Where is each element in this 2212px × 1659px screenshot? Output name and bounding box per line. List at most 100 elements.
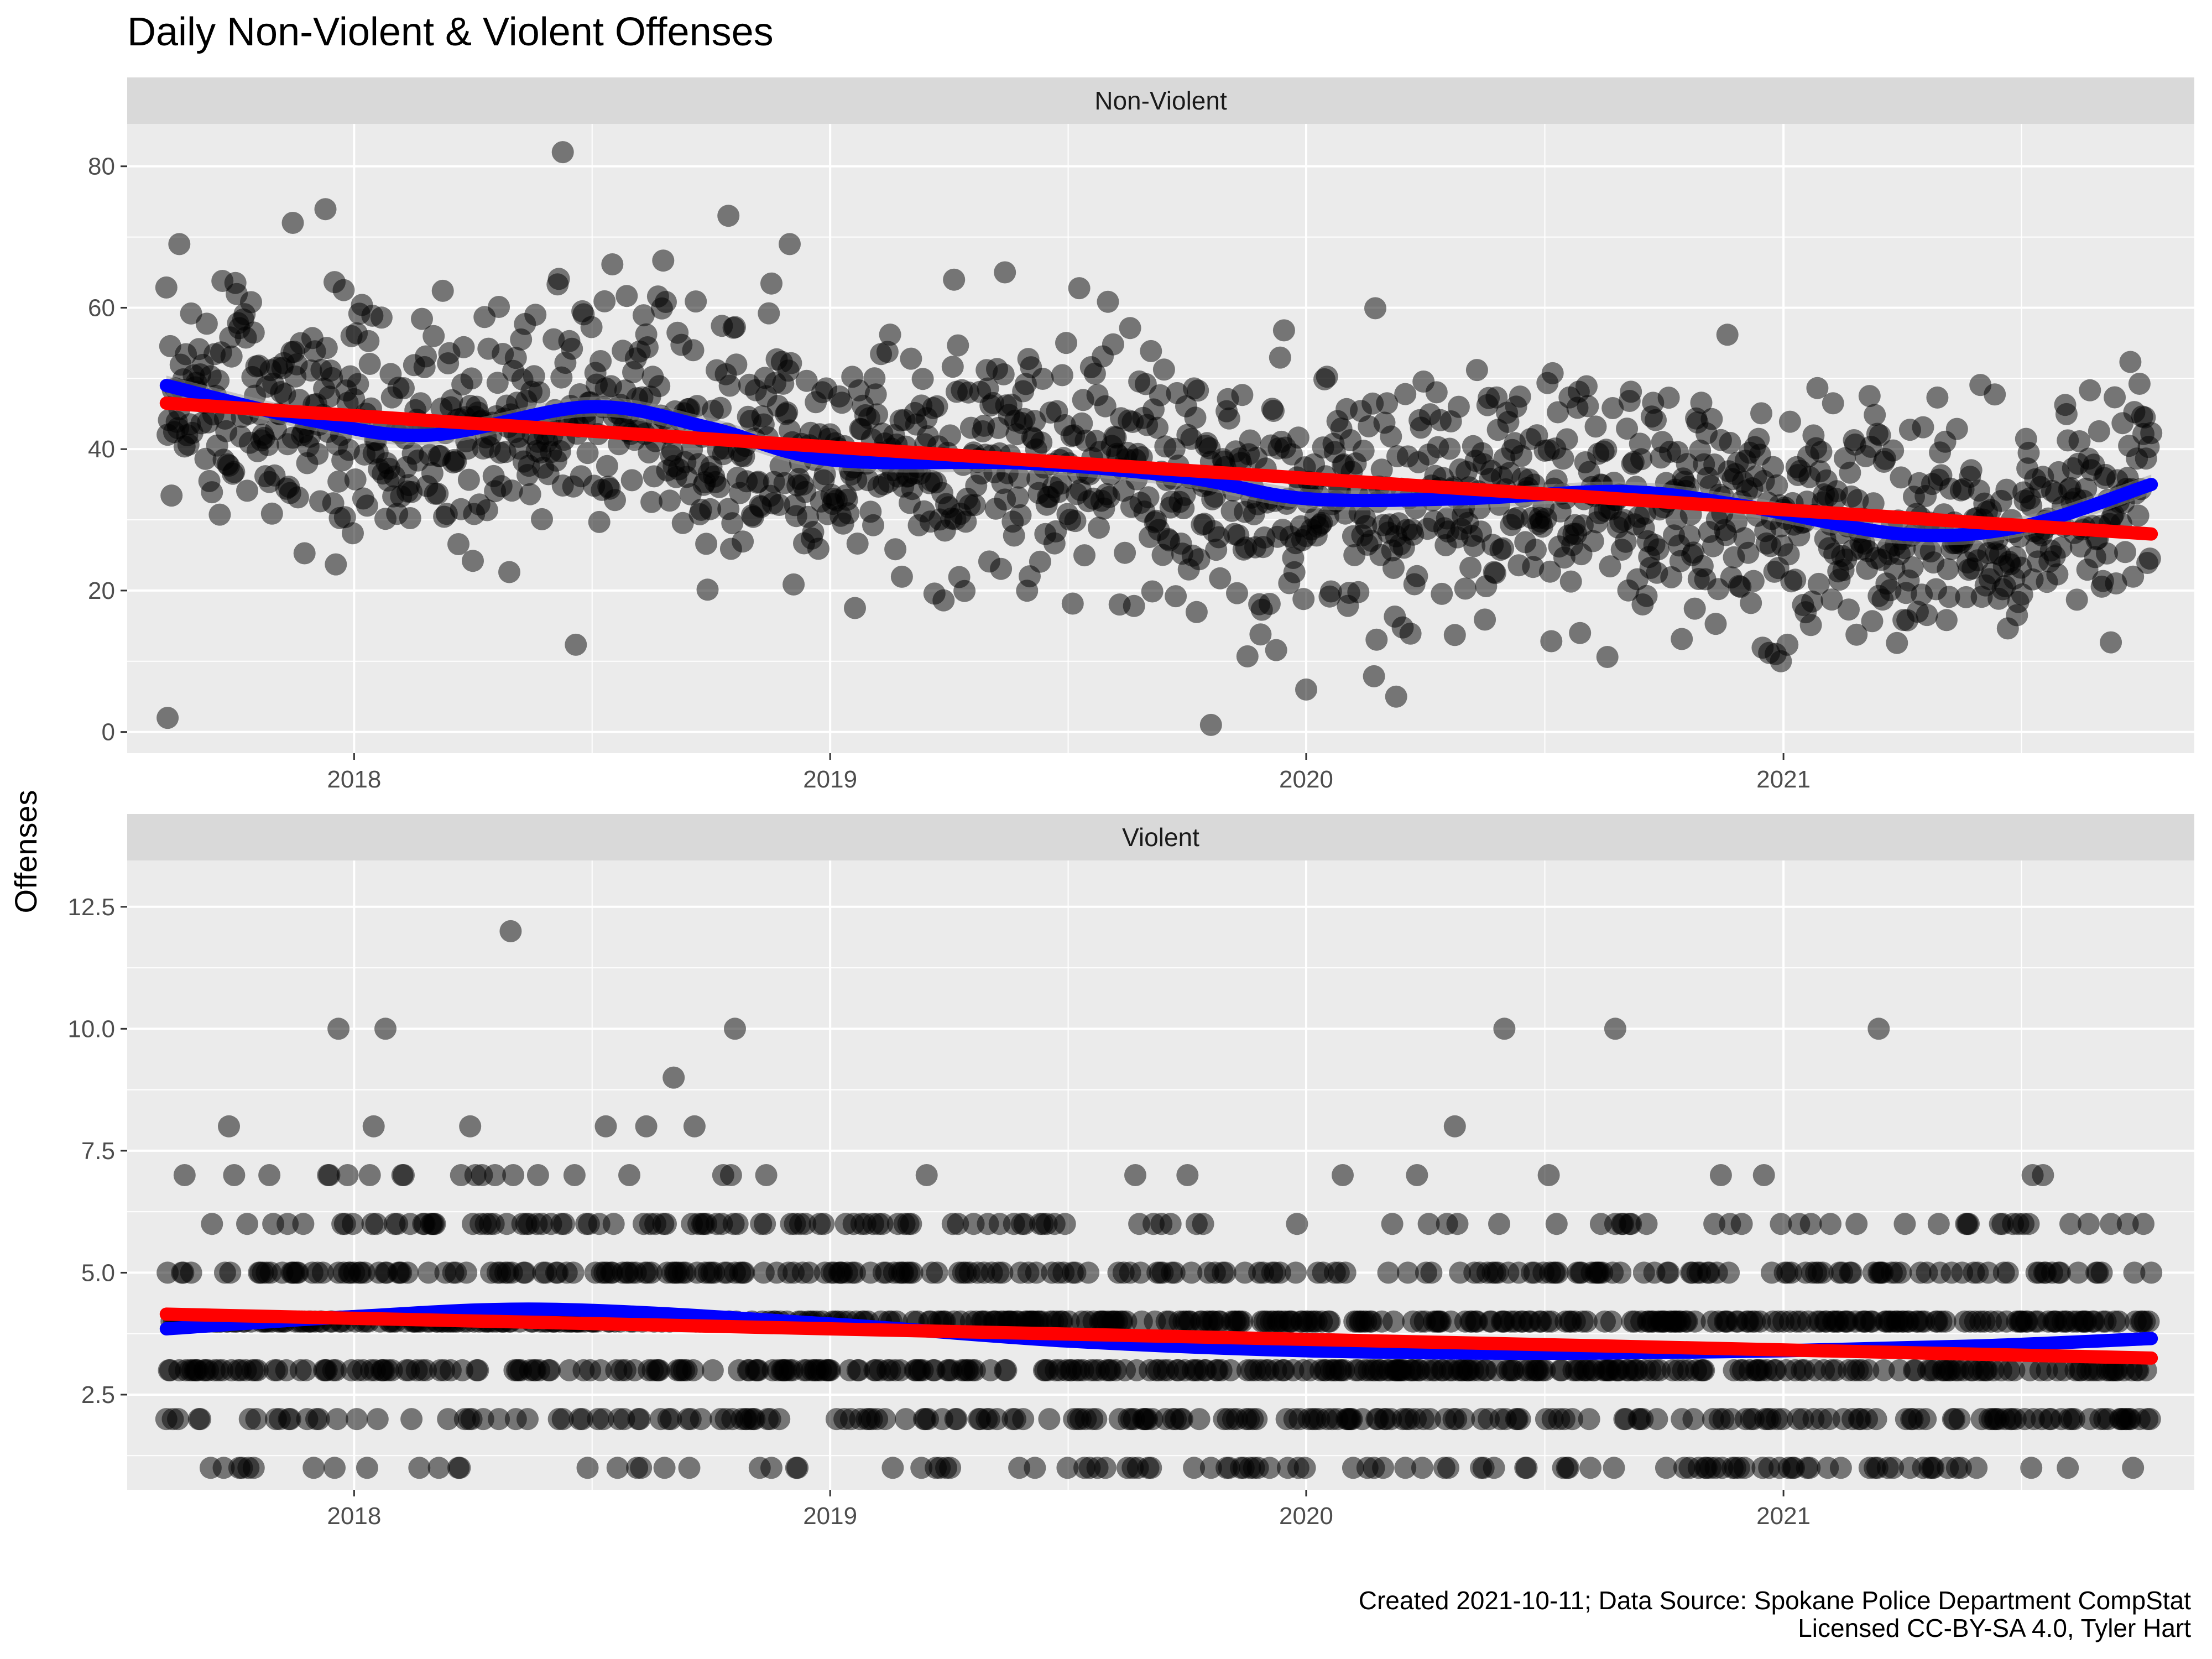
data-point [721, 512, 744, 535]
data-point [786, 1457, 809, 1479]
data-point [1009, 504, 1032, 526]
data-point-notable [724, 1018, 746, 1040]
data-point [782, 573, 805, 596]
x-tick-label: 2020 [1279, 766, 1333, 793]
data-point [571, 1408, 594, 1431]
data-point [245, 1408, 268, 1431]
data-point-notable [281, 212, 304, 234]
data-point [1376, 392, 1399, 415]
data-point [941, 356, 964, 378]
data-point [1938, 586, 1960, 608]
data-point [588, 510, 611, 533]
data-point [441, 389, 463, 411]
data-point [844, 597, 866, 619]
data-point [1872, 1359, 1895, 1381]
data-point [208, 503, 231, 526]
data-point [947, 1213, 969, 1235]
data-point [1901, 556, 1924, 578]
data-point [1733, 1457, 1756, 1479]
data-point [798, 1261, 821, 1284]
data-point [526, 1164, 549, 1186]
data-point [1003, 524, 1025, 547]
data-point [486, 372, 509, 394]
data-point [1218, 407, 1240, 430]
data-point [1882, 1457, 1905, 1479]
y-tick-label: 40 [88, 436, 115, 463]
data-point-notable [551, 141, 574, 164]
data-point [660, 1408, 682, 1431]
data-point [1839, 461, 1861, 484]
data-point [640, 1261, 663, 1284]
data-point [342, 522, 364, 545]
data-point [708, 476, 731, 498]
data-point [347, 373, 369, 395]
data-point [1540, 630, 1563, 653]
data-point-notable [499, 920, 522, 942]
data-point [1840, 1261, 1863, 1284]
data-point [1176, 1164, 1199, 1186]
data-point [1419, 1408, 1441, 1431]
data-point [292, 1213, 315, 1235]
data-point [561, 337, 583, 360]
data-point [1525, 539, 1547, 561]
data-point [991, 1261, 1014, 1284]
data-point [768, 1408, 791, 1431]
data-point [846, 533, 869, 555]
data-point [326, 1408, 348, 1431]
data-point [1085, 1408, 1108, 1431]
data-point [551, 1408, 574, 1431]
data-point [602, 1213, 625, 1235]
data-point [246, 1359, 269, 1381]
data-point [1453, 1408, 1475, 1431]
data-point [1114, 541, 1136, 564]
data-point [725, 353, 748, 376]
data-point [220, 345, 243, 368]
data-point [1700, 408, 1723, 430]
data-point [732, 530, 754, 553]
data-point [1829, 1457, 1852, 1479]
data-point [1381, 1213, 1404, 1235]
data-point [1995, 478, 2018, 501]
data-point [755, 1164, 778, 1186]
data-point [500, 479, 523, 502]
data-point [1094, 1457, 1117, 1479]
x-tick-label: 2021 [1756, 766, 1811, 793]
data-point [1119, 317, 1141, 340]
data-point [1822, 392, 1844, 415]
data-point [1584, 415, 1607, 438]
data-point [963, 494, 986, 517]
data-point [260, 502, 283, 525]
data-point [1718, 1261, 1740, 1284]
data-point-notable [1770, 650, 1792, 672]
data-point [1383, 557, 1405, 579]
data-point [1258, 1457, 1281, 1479]
data-point [901, 1261, 924, 1284]
data-point [1372, 1457, 1395, 1479]
data-point [2020, 494, 2043, 517]
data-point [1152, 358, 1175, 381]
data-point [1292, 588, 1315, 611]
data-point [400, 1408, 423, 1431]
data-point [295, 1359, 317, 1381]
data-point [596, 455, 618, 477]
data-point [1438, 437, 1461, 460]
data-point [1425, 381, 1448, 404]
data-point [1283, 561, 1306, 583]
data-point [1245, 1408, 1268, 1431]
data-point [547, 268, 570, 290]
data-point [2138, 547, 2161, 570]
data-point [324, 1457, 346, 1479]
data-point [894, 1408, 917, 1431]
data-point [628, 1408, 651, 1431]
data-point [1187, 379, 1209, 402]
data-point [2138, 1408, 2161, 1431]
data-point [1838, 598, 1860, 621]
data-point [370, 306, 393, 329]
data-point [648, 1359, 671, 1381]
data-point [615, 285, 638, 307]
data-point [1184, 406, 1207, 429]
data-point [844, 1261, 866, 1284]
data-point [212, 1457, 235, 1479]
data-point [2100, 1213, 2122, 1235]
data-point [1575, 1310, 1598, 1333]
